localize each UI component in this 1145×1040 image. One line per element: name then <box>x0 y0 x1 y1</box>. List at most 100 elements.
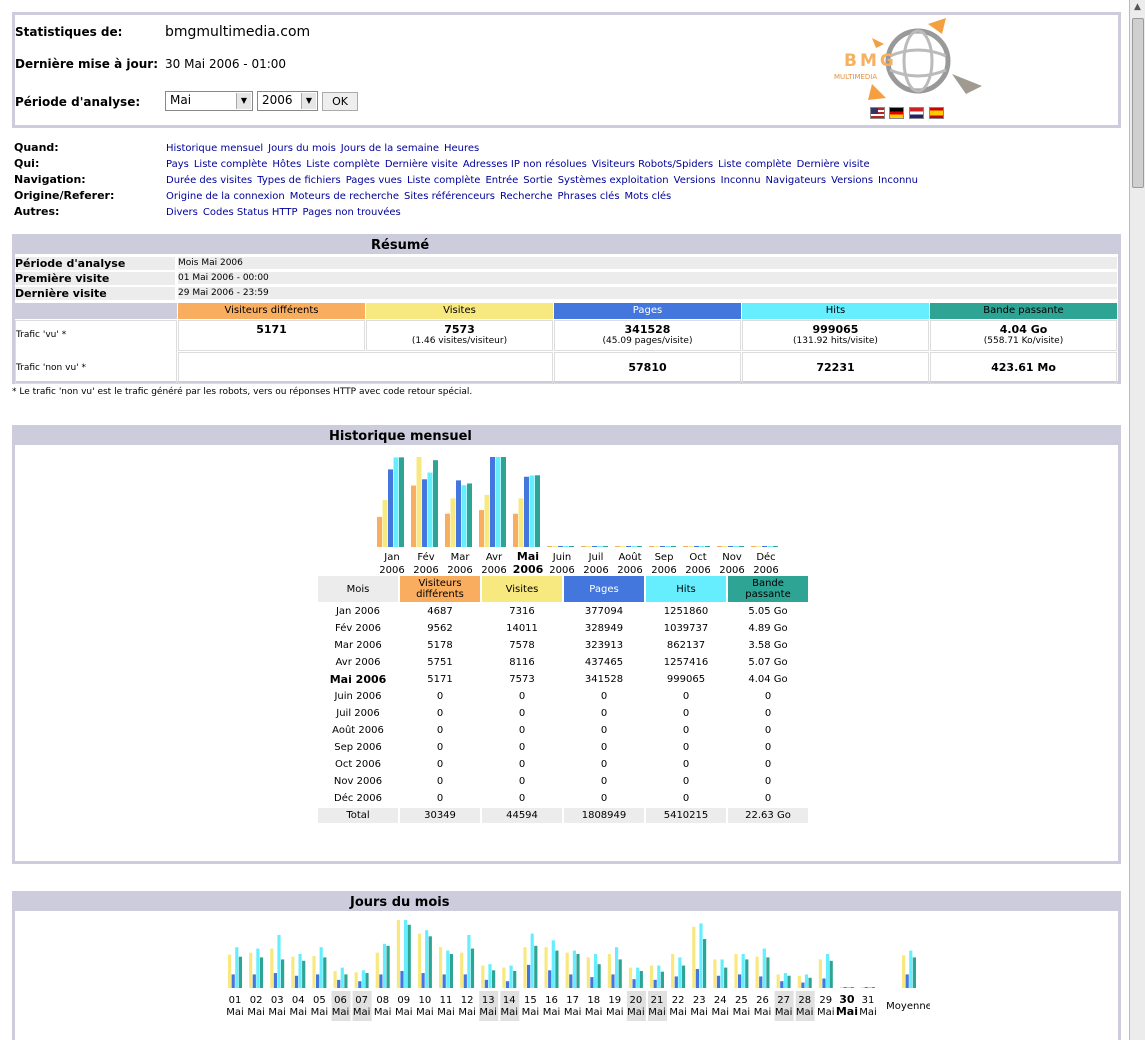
nav-link[interactable]: Liste complète <box>306 159 380 170</box>
nav-link[interactable]: Dernière visite <box>796 159 870 170</box>
nav-link[interactable]: Systèmes exploitation <box>557 175 669 186</box>
table-row: Avr 2006 5751 8116 437465 1257416 5.07 Go <box>318 655 808 670</box>
chevron-down-icon: ▼ <box>301 93 316 109</box>
nav-link[interactable]: Sites référenceurs <box>404 191 495 202</box>
daily-bar <box>316 974 320 988</box>
nav-link[interactable]: Navigateurs <box>765 175 827 186</box>
nav-link[interactable]: Jours de la semaine <box>340 143 439 154</box>
daily-axis-label: 25 <box>735 995 748 1006</box>
scroll-up-icon[interactable]: ▲ <box>1134 2 1141 12</box>
table-cell: 0 <box>518 759 526 770</box>
monthly-bar <box>501 457 506 547</box>
daily-bar <box>396 920 400 988</box>
nav-link[interactable]: Entrée <box>485 175 519 186</box>
nav-link[interactable]: Heures <box>443 143 480 154</box>
daily-bar <box>361 970 365 988</box>
summary-period-value: Mois Mai 2006 <box>178 257 1117 269</box>
daily-axis-label: Mai <box>290 1007 308 1018</box>
table-cell: 0 <box>436 691 444 702</box>
nav-link[interactable]: Pays <box>166 159 189 170</box>
daily-axis-label: 05 <box>313 995 326 1006</box>
nav-link[interactable]: Types de fichiers <box>257 175 341 186</box>
table-cell: Août 2006 <box>332 725 384 736</box>
nav-link[interactable]: Mots clés <box>624 191 672 202</box>
daily-bar <box>759 976 763 988</box>
nav-link[interactable]: Recherche <box>500 191 553 202</box>
table-cell: 0 <box>436 725 444 736</box>
nav-link[interactable]: Origine de la connexion <box>166 191 285 202</box>
weekend-label-bg <box>774 991 794 1021</box>
table-cell: 0 <box>764 793 772 804</box>
vertical-scrollbar[interactable]: ▲ <box>1129 0 1145 1040</box>
nav-link[interactable]: Inconnu <box>878 175 918 186</box>
table-row: Déc 2006 0 0 0 0 0 <box>318 791 808 806</box>
daily-axis-label: 10 <box>419 995 432 1006</box>
daily-bar <box>442 974 446 988</box>
monthly-bar <box>563 546 569 547</box>
nav-link[interactable]: Pages non trouvées <box>302 207 401 218</box>
unseen-hits-cell: 72231 <box>742 352 929 384</box>
nav-link[interactable]: Pages vues <box>345 175 402 186</box>
daily-bar <box>417 933 422 988</box>
total-cell: 22.63 Go <box>728 808 808 823</box>
nav-link[interactable]: Versions <box>673 175 716 186</box>
period-label: Période d'analyse: <box>15 95 141 109</box>
nav-link[interactable]: Versions <box>831 175 874 186</box>
nav-link[interactable]: Liste complète <box>193 159 268 170</box>
monthly-bar <box>411 485 416 547</box>
monthly-bar <box>422 479 427 547</box>
monthly-table: Mois Visiteurs différents Visites Pages Hits… <box>316 574 810 825</box>
table-cell: 7573 <box>509 674 535 685</box>
nav-link[interactable]: Liste complète <box>718 159 792 170</box>
nav-link[interactable]: Sortie <box>523 175 553 186</box>
nav-link[interactable]: Adresses IP non résolues <box>462 159 587 170</box>
year-select[interactable]: 2006 ▼ <box>257 91 318 111</box>
daily-axis-label: Mai <box>437 1007 455 1018</box>
daily-axis-label: 21 <box>651 995 664 1006</box>
table-total-row: Total 30349 44594 1808949 5410215 22.63 Go <box>318 808 808 823</box>
nav-link[interactable]: Jours du mois <box>268 143 336 154</box>
ok-button[interactable]: OK <box>322 92 358 111</box>
es-flag-icon[interactable] <box>929 107 944 119</box>
daily-bar <box>741 954 745 988</box>
daily-bar <box>407 924 411 988</box>
month-select[interactable]: Mai ▼ <box>165 91 253 111</box>
nav-link[interactable]: Moteurs de recherche <box>289 191 399 202</box>
table-cell: 5171 <box>427 674 453 685</box>
monthly-col-header: Visiteurs différents <box>400 576 480 602</box>
daily-axis-label: Mai <box>627 1007 645 1018</box>
nl-flag-icon[interactable] <box>909 107 924 119</box>
update-value: 30 Mai 2006 - 01:00 <box>165 57 287 71</box>
nav-link[interactable]: Visiteurs Robots/Spiders <box>591 159 714 170</box>
nav-link[interactable]: Codes Status HTTP <box>202 207 298 218</box>
daily-axis-label: 08 <box>376 995 389 1006</box>
monthly-bar <box>671 546 676 547</box>
de-flag-icon[interactable] <box>889 107 904 119</box>
daily-bar <box>699 923 703 988</box>
nav-link[interactable]: Hôtes <box>272 159 302 170</box>
daily-bar <box>523 947 527 988</box>
nav-link[interactable]: Dernière visite <box>384 159 458 170</box>
monthly-bar <box>490 457 495 547</box>
nav-link[interactable]: Historique mensuel <box>166 143 264 154</box>
monthly-bar <box>382 500 388 547</box>
daily-bar <box>671 954 675 988</box>
us-flag-icon[interactable] <box>870 107 885 119</box>
total-cell: 1808949 <box>564 808 644 823</box>
bmg-logo[interactable]: BMG MULTIMEDIA <box>832 16 992 112</box>
nav-link[interactable]: Phrases clés <box>557 191 620 202</box>
daily-bar <box>439 947 443 988</box>
daily-bar <box>488 964 492 988</box>
daily-bar <box>505 981 510 988</box>
scrollbar-thumb[interactable] <box>1132 18 1144 188</box>
daily-bar <box>678 957 682 988</box>
nav-link[interactable]: Liste complète <box>406 175 481 186</box>
daily-bar <box>703 939 707 988</box>
nav-link[interactable]: Divers <box>166 207 198 218</box>
daily-bar <box>228 954 232 988</box>
nav-link[interactable]: Durée des visites <box>166 175 253 186</box>
table-cell: Jan 2006 <box>335 606 381 617</box>
nav-category: Origine/Referer: <box>14 189 115 202</box>
table-cell: Nov 2006 <box>333 776 383 787</box>
nav-link[interactable]: Inconnu <box>720 175 761 186</box>
